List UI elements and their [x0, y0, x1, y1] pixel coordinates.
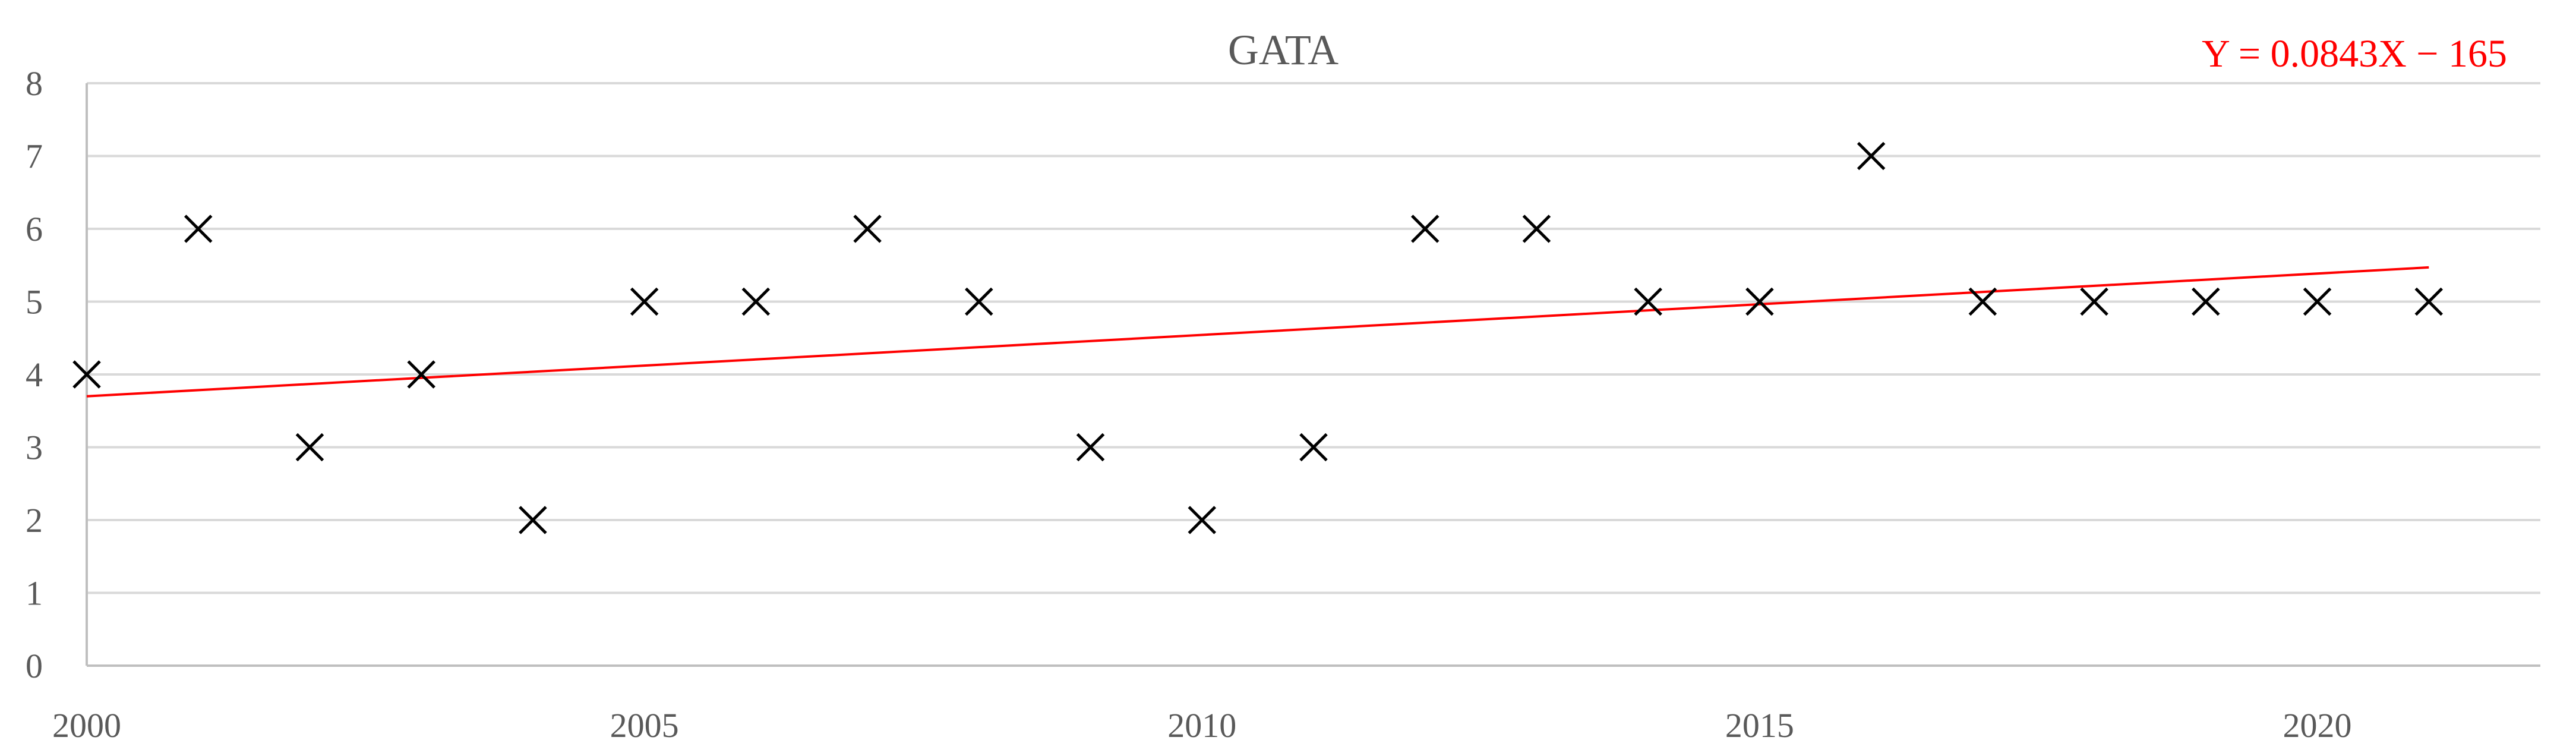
- chart-title: GATA: [1228, 26, 1338, 74]
- marker-stroke: [1968, 287, 1997, 316]
- data-point-marker: [853, 215, 882, 243]
- marker-stroke: [295, 433, 324, 462]
- trendline-equation: Y = 0.0843X − 165: [2202, 32, 2507, 75]
- marker-stroke: [1634, 287, 1662, 316]
- marker-stroke: [1745, 287, 1774, 316]
- x-tick-label: 2020: [2283, 706, 2352, 745]
- data-point-marker: [1968, 287, 1997, 316]
- data-point-marker: [1634, 287, 1662, 316]
- x-tick-label: 2010: [1167, 706, 1236, 745]
- data-point-marker: [184, 215, 213, 243]
- y-tick-label: 6: [26, 210, 43, 248]
- marker-stroke: [965, 287, 993, 316]
- marker-stroke: [1188, 506, 1217, 534]
- marker-stroke: [407, 360, 435, 389]
- marker-stroke: [1410, 215, 1439, 243]
- marker-stroke: [2192, 287, 2220, 316]
- trendline: [86, 266, 2429, 398]
- data-point-marker: [2303, 287, 2332, 316]
- data-point-marker: [1745, 287, 1774, 316]
- y-tick-label: 2: [26, 501, 43, 540]
- data-point-marker: [1299, 433, 1328, 462]
- data-point-marker: [965, 287, 993, 316]
- data-point-marker: [1522, 215, 1551, 243]
- data-points: [72, 141, 2444, 534]
- marker-stroke: [72, 360, 101, 389]
- tick-labels: 0 1 2 3 4 5 6 7 8 2000 2005 2010 2015 2020: [26, 64, 2352, 745]
- y-tick-label: 4: [26, 355, 43, 394]
- data-point-marker: [2080, 287, 2108, 316]
- data-point-marker: [630, 287, 659, 316]
- data-point-marker: [407, 360, 435, 389]
- data-point-marker: [741, 287, 771, 316]
- marker-stroke: [519, 506, 547, 534]
- y-tick-label: 8: [26, 64, 43, 103]
- y-tick-label: 7: [26, 137, 43, 176]
- marker-stroke: [184, 215, 213, 243]
- data-point-marker: [295, 433, 324, 462]
- marker-stroke: [1076, 433, 1105, 462]
- data-point-marker: [519, 506, 547, 534]
- data-point-marker: [1857, 141, 1886, 171]
- x-tick-label: 2005: [610, 706, 679, 745]
- x-tick-label: 2000: [52, 706, 121, 745]
- data-point-marker: [1076, 433, 1105, 462]
- marker-stroke: [2303, 287, 2332, 316]
- y-tick-label: 0: [26, 647, 43, 685]
- y-tick-label: 3: [26, 429, 43, 467]
- marker-stroke: [2080, 287, 2108, 316]
- marker-stroke: [1857, 141, 1886, 171]
- marker-stroke: [741, 287, 771, 316]
- gridlines: [87, 82, 2540, 594]
- y-tick-label: 5: [26, 283, 43, 322]
- data-point-marker: [72, 360, 101, 389]
- y-tick-label: 1: [26, 574, 43, 613]
- x-tick-label: 2015: [1725, 706, 1794, 745]
- data-point-marker: [2414, 287, 2444, 316]
- marker-stroke: [630, 287, 659, 316]
- marker-stroke: [1522, 215, 1551, 243]
- marker-stroke: [853, 215, 882, 243]
- data-point-marker: [1188, 506, 1217, 534]
- data-point-marker: [1410, 215, 1439, 243]
- trendline-layer: [86, 266, 2429, 398]
- data-point-marker: [2192, 287, 2220, 316]
- marker-stroke: [2414, 287, 2444, 316]
- marker-stroke: [1299, 433, 1328, 462]
